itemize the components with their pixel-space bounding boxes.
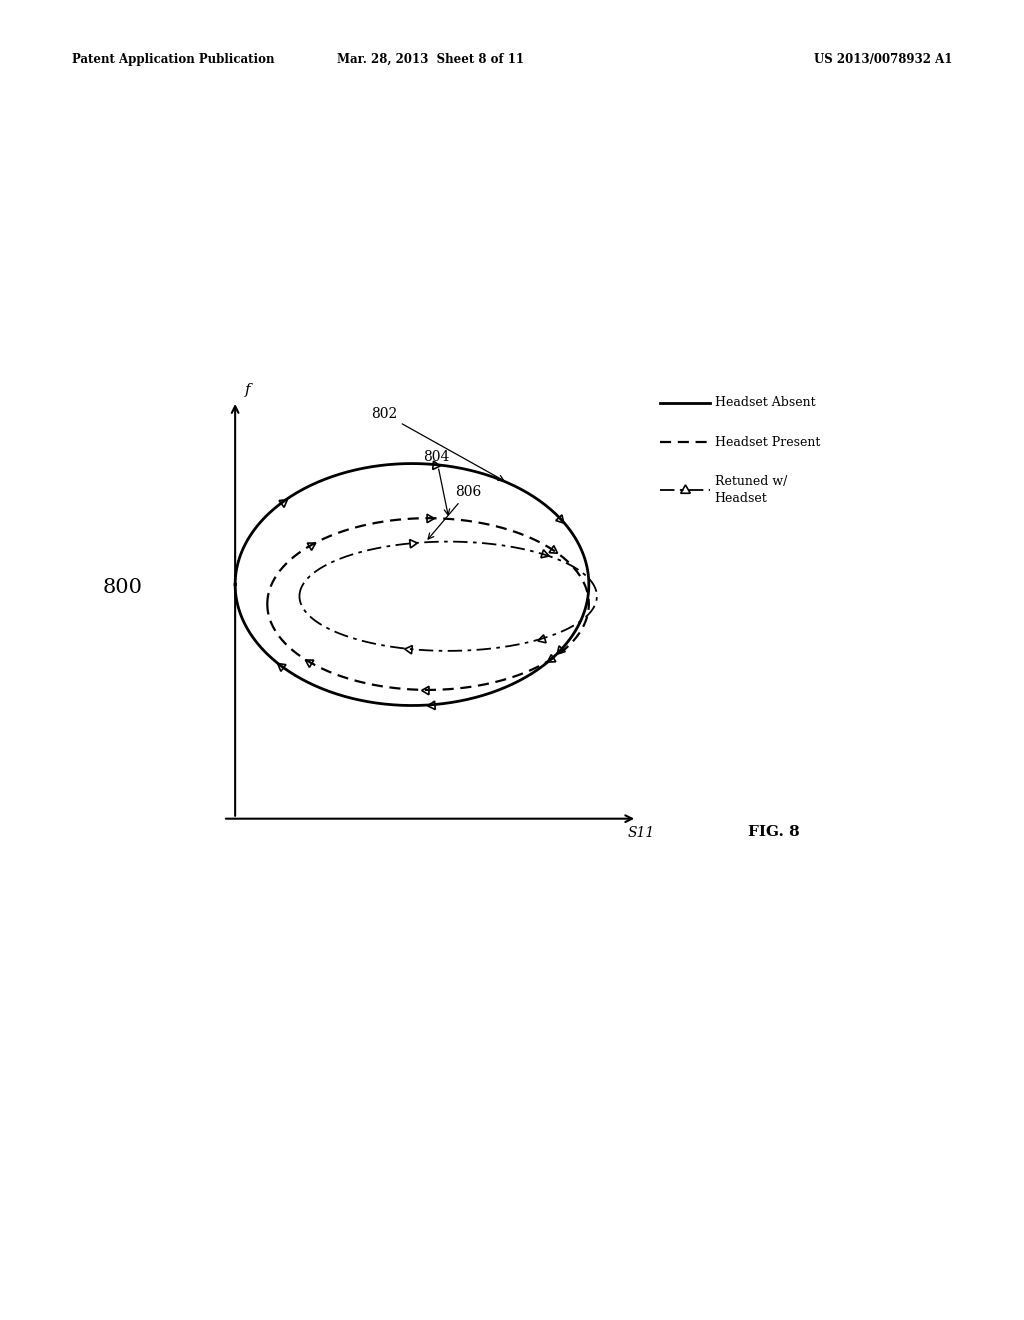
Text: Mar. 28, 2013  Sheet 8 of 11: Mar. 28, 2013 Sheet 8 of 11 [337, 53, 523, 66]
Text: US 2013/0078932 A1: US 2013/0078932 A1 [814, 53, 952, 66]
Text: Headset Present: Headset Present [715, 436, 820, 449]
Text: 804: 804 [423, 450, 450, 515]
Text: 800: 800 [102, 578, 142, 597]
Text: Patent Application Publication: Patent Application Publication [72, 53, 274, 66]
Text: f: f [245, 383, 251, 397]
Text: 806: 806 [428, 484, 481, 539]
Text: Retuned w/
Headset: Retuned w/ Headset [715, 475, 787, 504]
Text: FIG. 8: FIG. 8 [748, 825, 800, 840]
Text: S11: S11 [628, 826, 654, 841]
Text: Headset Absent: Headset Absent [715, 396, 815, 409]
Text: 802: 802 [371, 407, 504, 480]
